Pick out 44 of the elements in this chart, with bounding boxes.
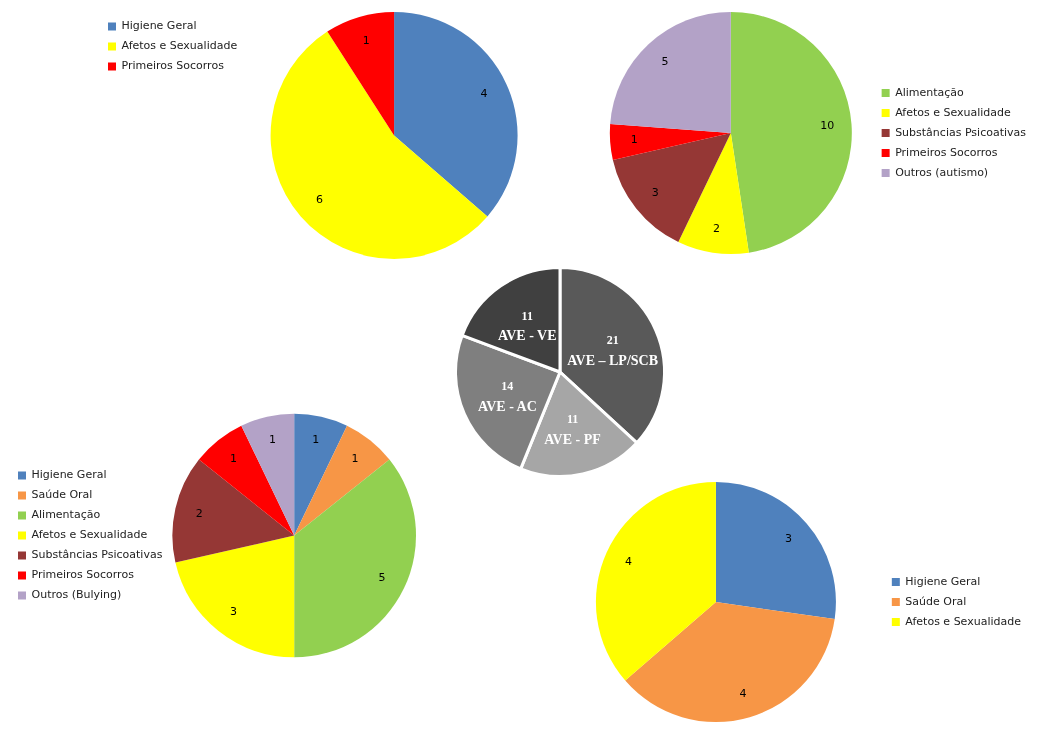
data-label: 1 — [229, 452, 237, 466]
slice-label: AVE - PF — [544, 431, 601, 447]
legend-label: Substâncias Psicoativas — [31, 548, 163, 562]
legend-label: Saúde Oral — [31, 488, 93, 502]
data-label: 1 — [351, 452, 359, 466]
data-label: 1 — [362, 33, 370, 47]
data-label: 4 — [739, 686, 747, 700]
data-label: 3 — [784, 531, 792, 545]
data-label: 21 — [606, 333, 619, 348]
data-label: 11 — [521, 308, 533, 323]
data-label: 4 — [625, 554, 633, 568]
slice-label: AVE - AC — [477, 398, 537, 414]
legend-label: Alimentação — [895, 85, 965, 99]
slice-label: AVE – LP/SCB — [567, 352, 659, 368]
data-label: 6 — [315, 193, 323, 207]
data-label: 10 — [820, 118, 835, 132]
legend-label: Alimentação — [31, 508, 101, 522]
slice-label: AVE - VE — [497, 328, 557, 344]
legend-label: Primeiros Socorros — [31, 568, 135, 582]
data-label: 5 — [661, 54, 669, 68]
legend-label: Substâncias Psicoativas — [895, 125, 1027, 139]
data-label: 1 — [630, 133, 638, 147]
data-label: 1 — [268, 433, 276, 447]
data-label: 1 — [312, 433, 320, 447]
legend-label: Afetos e Sexualidade — [905, 614, 1022, 628]
data-label: 4 — [480, 87, 488, 101]
legend-label: Afetos e Sexualidade — [895, 105, 1012, 119]
data-label: 5 — [378, 570, 386, 584]
legend-label: Outros (autismo) — [895, 165, 989, 179]
legend-label: Higiene Geral — [905, 574, 981, 588]
data-label: 11 — [566, 412, 579, 427]
legend-label: Saúde Oral — [905, 594, 967, 608]
data-label: 3 — [229, 604, 237, 618]
legend-label: Afetos e Sexualidade — [31, 528, 148, 542]
legend-label: Higiene Geral — [121, 19, 197, 33]
data-label: 3 — [651, 186, 659, 200]
legend-label: Primeiros Socorros — [895, 145, 998, 159]
legend-label: Afetos e Sexualidade — [121, 39, 238, 53]
legend-label: Higiene Geral — [31, 468, 107, 482]
data-label: 2 — [195, 506, 203, 520]
data-label: 2 — [712, 221, 720, 235]
legend-label: Outros (Bulying) — [31, 588, 122, 602]
data-label: 14 — [501, 379, 514, 394]
legend-label: Primeiros Socorros — [121, 59, 225, 73]
